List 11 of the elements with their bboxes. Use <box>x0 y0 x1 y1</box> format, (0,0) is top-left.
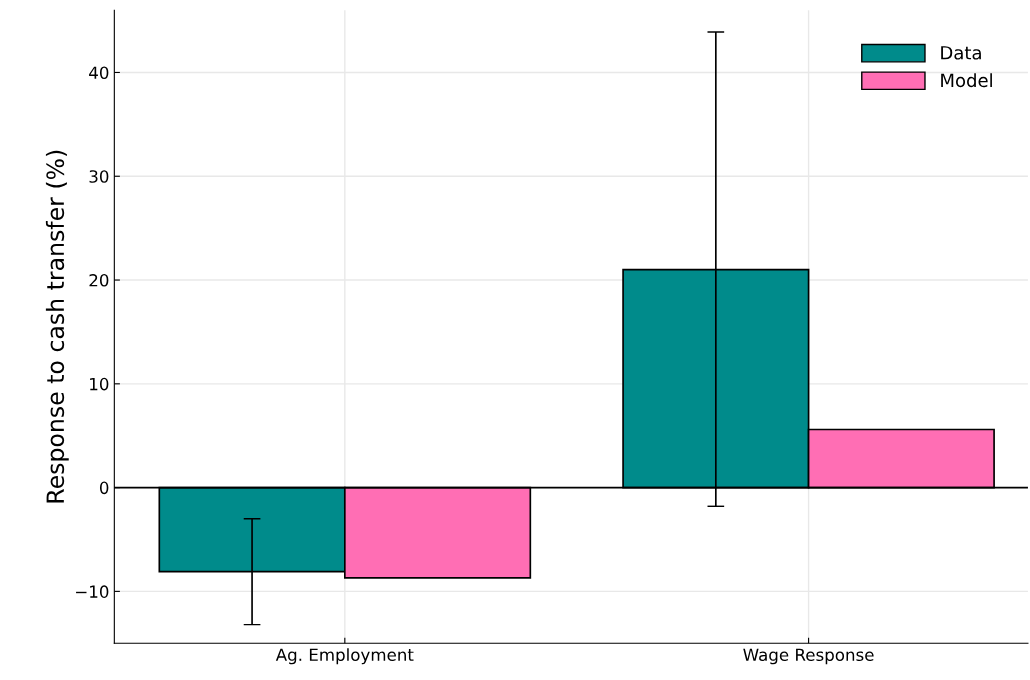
y-tick-label: 20 <box>89 274 109 287</box>
legend-label: Data <box>941 46 981 60</box>
y-tick-label: 0 <box>99 481 109 495</box>
legend-label: Model <box>941 73 992 88</box>
y-tick-label: 40 <box>89 66 109 80</box>
y-tick-label: −10 <box>76 585 109 598</box>
x-tick-label: Ag. Employment <box>275 648 414 665</box>
x-tick-label: Wage Response <box>743 648 874 665</box>
y-axis-title: Response to cash transfer (%) <box>45 150 69 503</box>
y-tick-label: 10 <box>90 377 109 391</box>
y-tick-label: 30 <box>89 170 109 183</box>
